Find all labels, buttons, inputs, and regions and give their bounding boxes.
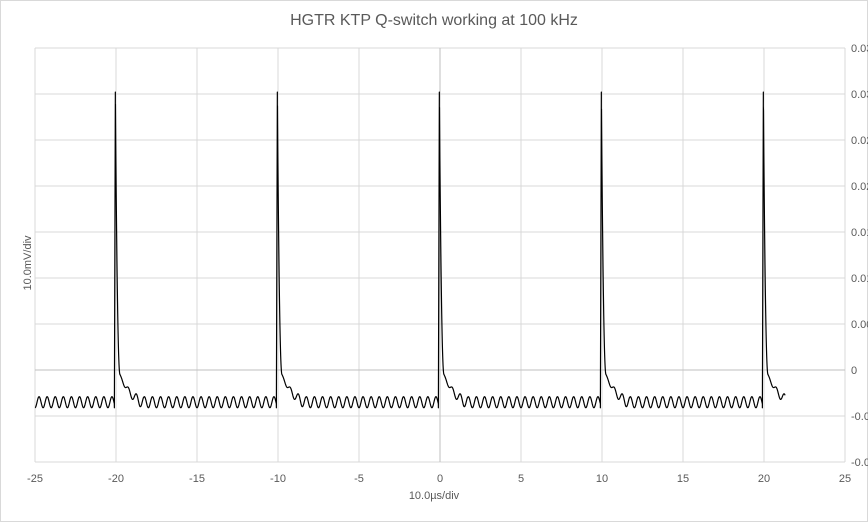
x-tick-label: 15 bbox=[677, 473, 689, 485]
y-tick-label: 0.005 bbox=[851, 319, 868, 331]
y-tick-label: -0.01 bbox=[851, 457, 868, 469]
y-tick-label: 0.03 bbox=[851, 89, 868, 101]
waveform-series-line bbox=[34, 91, 786, 409]
x-tick-label: -10 bbox=[270, 473, 286, 485]
y-tick-label: 0.025 bbox=[851, 135, 868, 147]
x-tick-label: 5 bbox=[518, 473, 524, 485]
y-tick-label: 0.015 bbox=[851, 227, 868, 239]
y-tick-label: 0.035 bbox=[851, 43, 868, 55]
x-tick-label: -25 bbox=[27, 473, 43, 485]
x-tick-label: 10 bbox=[596, 473, 608, 485]
x-tick-label: -20 bbox=[108, 473, 124, 485]
x-tick-label: -15 bbox=[189, 473, 205, 485]
y-tick-label: -0.005 bbox=[851, 411, 868, 423]
y-tick-label: 0.02 bbox=[851, 181, 868, 193]
y-tick-label: 0.01 bbox=[851, 273, 868, 285]
x-tick-label: 25 bbox=[839, 473, 851, 485]
x-tick-label: -5 bbox=[354, 473, 364, 485]
y-tick-label: 0 bbox=[851, 365, 857, 377]
x-tick-label: 20 bbox=[758, 473, 770, 485]
x-axis-label: 10.0µs/div bbox=[408, 490, 460, 502]
chart-title: HGTR KTP Q-switch working at 100 kHz bbox=[290, 12, 578, 29]
x-tick-label: 0 bbox=[437, 473, 443, 485]
